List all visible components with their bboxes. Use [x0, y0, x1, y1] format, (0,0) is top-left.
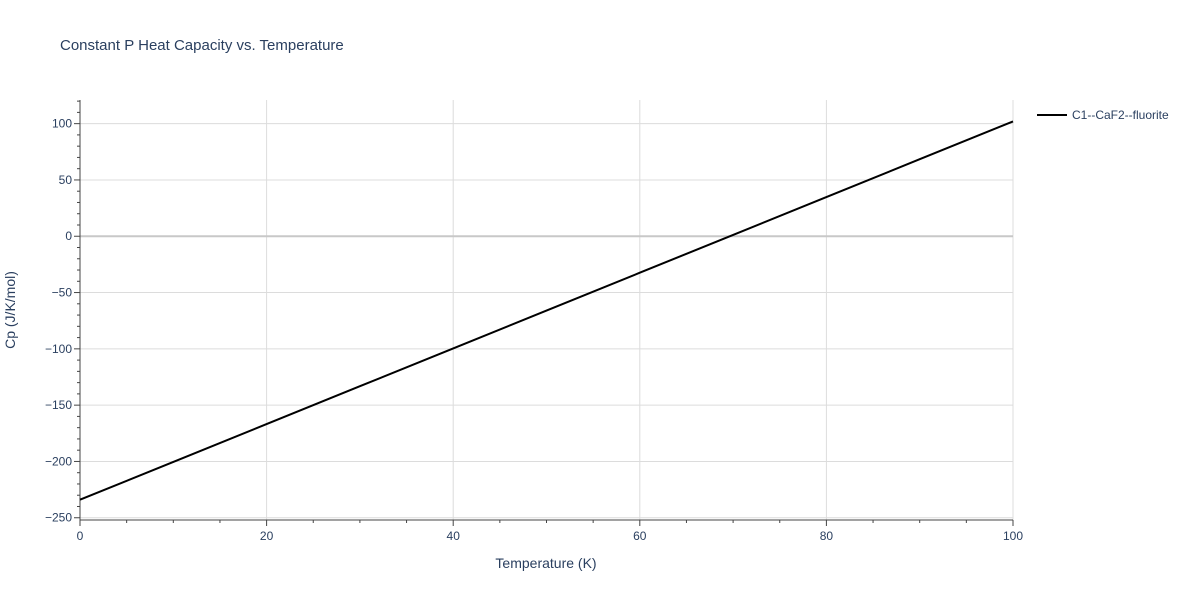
y-tick-label: −250 — [45, 511, 72, 525]
x-tick-label: 80 — [820, 529, 834, 543]
y-tick-label: 50 — [59, 173, 73, 187]
y-tick-label: 0 — [65, 229, 72, 243]
y-tick-label: −50 — [52, 286, 73, 300]
y-tick-label: −150 — [45, 398, 72, 412]
chart-title: Constant P Heat Capacity vs. Temperature — [60, 37, 344, 54]
grid-layer — [80, 100, 1014, 520]
series-layer — [79, 120, 1014, 501]
y-tick-label: −200 — [45, 454, 72, 468]
y-axis-title: Cp (J/K/mol) — [2, 271, 18, 349]
series-line — [79, 120, 1014, 501]
legend-label: C1--CaF2--fluorite — [1072, 108, 1169, 122]
x-tick-label: 60 — [633, 529, 647, 543]
x-axis-title: Temperature (K) — [495, 555, 596, 571]
x-tick-label: 40 — [447, 529, 461, 543]
x-tick-label: 100 — [1003, 529, 1023, 543]
y-tick-label: 100 — [52, 117, 72, 131]
axes-layer: 0 20 40 60 80 100 100 50 0 −50 −100 −150 −200 −250 — [45, 100, 1023, 543]
legend[interactable]: C1--CaF2--fluorite — [1037, 108, 1169, 122]
y-tick-label: −100 — [45, 342, 72, 356]
x-tick-label: 0 — [77, 529, 84, 543]
x-tick-label: 20 — [260, 529, 274, 543]
